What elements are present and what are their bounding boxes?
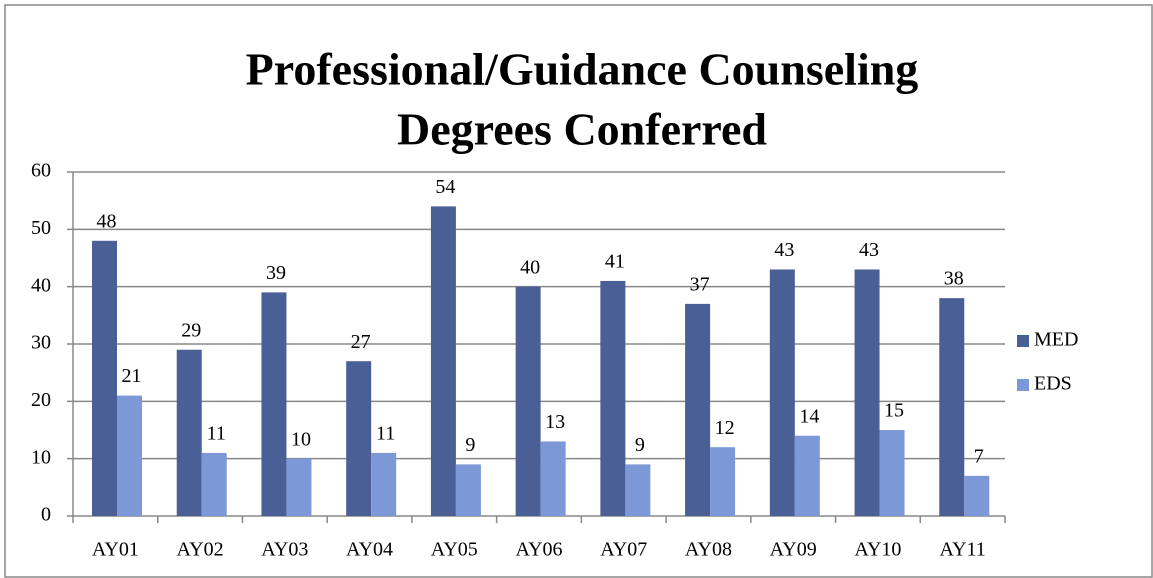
y-tick-label: 10 — [31, 446, 51, 468]
data-label: 11 — [376, 423, 395, 445]
bar — [371, 452, 397, 516]
data-label: 10 — [291, 428, 311, 450]
legend-label: MED — [1034, 329, 1078, 351]
x-tick-label: AY09 — [770, 539, 817, 561]
bar — [261, 292, 287, 516]
bar — [540, 441, 566, 516]
x-tick-label: AY03 — [261, 539, 308, 561]
bar — [286, 458, 312, 516]
bar — [794, 435, 820, 516]
bar — [854, 269, 880, 516]
data-label: 54 — [435, 176, 455, 198]
data-label: 15 — [884, 400, 904, 422]
y-tick-label: 0 — [41, 504, 51, 526]
bar — [600, 280, 626, 516]
bar — [685, 303, 711, 516]
legend-label: EDS — [1034, 373, 1072, 395]
data-label: 21 — [122, 365, 142, 387]
data-label: 41 — [605, 251, 625, 273]
bar — [515, 286, 541, 516]
data-label: 37 — [690, 273, 710, 295]
x-tick-label: AY11 — [939, 539, 985, 561]
data-label: 7 — [974, 445, 984, 467]
data-label: 11 — [207, 423, 226, 445]
y-tick-label: 20 — [31, 389, 51, 411]
data-label: 14 — [799, 405, 819, 427]
chart-title: Degrees Conferred — [397, 104, 767, 155]
bar — [964, 475, 990, 516]
data-label: 38 — [944, 268, 964, 290]
bar — [430, 206, 456, 516]
x-tick-label: AY10 — [854, 539, 901, 561]
y-tick-label: 30 — [31, 332, 51, 354]
bar — [710, 447, 736, 516]
bar — [201, 452, 227, 516]
x-tick-label: AY01 — [92, 539, 139, 561]
bar — [92, 240, 117, 517]
bar — [939, 298, 965, 516]
x-tick-label: AY04 — [346, 539, 393, 561]
y-tick-label: 60 — [31, 160, 51, 182]
data-label: 9 — [635, 434, 645, 456]
x-tick-label: AY07 — [600, 539, 647, 561]
data-label: 39 — [266, 262, 286, 284]
x-tick-label: AY05 — [431, 539, 478, 561]
bar — [769, 269, 795, 516]
data-label: 9 — [465, 434, 475, 456]
data-label: 27 — [351, 331, 371, 353]
data-label: 43 — [859, 239, 879, 261]
bar — [455, 464, 481, 516]
data-label: 12 — [715, 417, 735, 439]
data-label: 13 — [545, 411, 565, 433]
y-tick-label: 40 — [31, 274, 51, 296]
data-label: 48 — [97, 210, 117, 232]
data-label: 43 — [774, 239, 794, 261]
data-label: 29 — [181, 319, 201, 341]
x-tick-label: AY06 — [515, 539, 562, 561]
bar — [346, 361, 372, 516]
chart-title: Professional/Guidance Counseling — [246, 44, 919, 95]
x-tick-label: AY08 — [685, 539, 732, 561]
bar — [176, 349, 202, 516]
bar — [117, 395, 142, 516]
bar — [625, 464, 651, 516]
legend-swatch — [1017, 335, 1029, 347]
x-tick-label: AY02 — [177, 539, 224, 561]
bar — [879, 430, 905, 516]
y-tick-label: 50 — [31, 217, 51, 239]
data-label: 40 — [520, 256, 540, 278]
legend-swatch — [1017, 379, 1029, 391]
